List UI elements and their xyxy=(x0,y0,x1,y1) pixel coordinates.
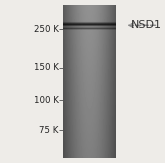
Text: 150 K: 150 K xyxy=(34,63,59,72)
Text: NSD1: NSD1 xyxy=(131,20,162,30)
Text: 250 K: 250 K xyxy=(34,25,59,34)
Text: 75 K: 75 K xyxy=(39,126,59,135)
Text: 100 K: 100 K xyxy=(34,96,59,105)
